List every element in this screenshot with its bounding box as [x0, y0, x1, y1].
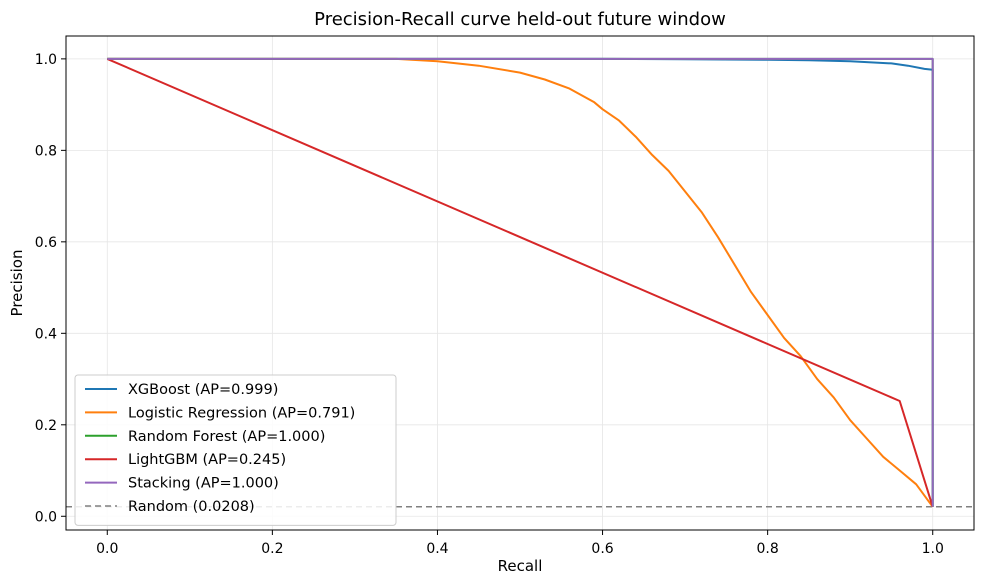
- x-tick-label: 0.4: [426, 541, 448, 557]
- legend: XGBoost (AP=0.999) Logistic Regression (A…: [74, 374, 397, 526]
- y-tick-label: 0.2: [35, 418, 57, 434]
- x-tick-label: 0.2: [261, 541, 283, 557]
- x-axis-title: Recall: [498, 557, 543, 575]
- legend-label: Random (0.0208): [128, 499, 255, 515]
- y-axis-title: Precision: [8, 250, 26, 317]
- x-tick-label: 0.0: [96, 541, 118, 557]
- legend-label: Random Forest (AP=1.000): [128, 429, 325, 445]
- series-layer: [106, 57, 934, 508]
- legend-label: LightGBM (AP=0.245): [128, 452, 286, 468]
- legend-box: [74, 374, 397, 526]
- ticks: 0.0 0.2 0.4 0.6 0.8 1.0 0.0 0.2 0.4 0.6 0.8 1.0: [35, 52, 944, 557]
- y-tick-label: 0.8: [35, 143, 57, 159]
- x-tick-label: 1.0: [922, 541, 944, 557]
- chart-title: Precision-Recall curve held-out future w…: [314, 9, 726, 30]
- legend-label: Logistic Regression (AP=0.791): [128, 405, 355, 421]
- y-tick-label: 1.0: [35, 52, 57, 68]
- x-tick-label: 0.6: [591, 541, 613, 557]
- y-tick-label: 0.4: [35, 326, 57, 342]
- legend-label: Stacking (AP=1.000): [128, 476, 279, 492]
- series-line-3: [106, 57, 934, 508]
- y-tick-label: 0.6: [35, 235, 57, 251]
- series-line-1: [107, 57, 934, 508]
- legend-label: XGBoost (AP=0.999): [128, 382, 278, 398]
- series-line-4: [107, 57, 934, 507]
- plot-frame: [65, 35, 975, 531]
- x-tick-label: 0.8: [757, 541, 779, 557]
- y-tick-label: 0.0: [35, 509, 57, 525]
